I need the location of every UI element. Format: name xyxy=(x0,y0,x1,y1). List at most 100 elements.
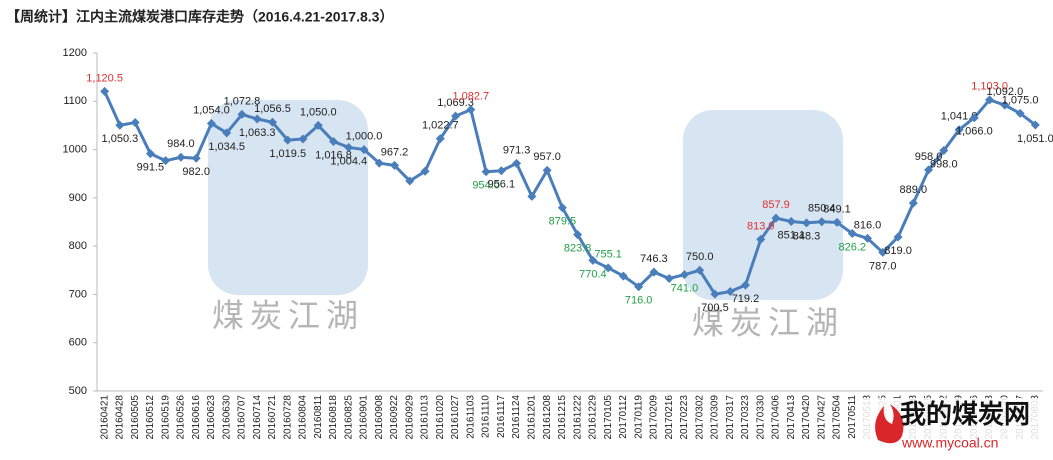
marker xyxy=(344,142,354,152)
marker xyxy=(420,166,430,176)
x-tick-label: 20160630 xyxy=(221,395,232,440)
marker xyxy=(908,198,918,208)
value-label: 716.0 xyxy=(625,295,653,307)
value-label: 879.5 xyxy=(549,216,577,228)
marker xyxy=(725,287,735,297)
x-tick-label: 20161215 xyxy=(557,395,568,440)
x-tick-label: 20160818 xyxy=(328,395,339,440)
value-label: 813.9 xyxy=(747,220,775,232)
value-label: 1,050.0 xyxy=(300,106,337,118)
x-tick-label: 20161103 xyxy=(465,395,476,439)
value-label: 857.9 xyxy=(762,199,790,211)
value-label: 1,022.7 xyxy=(422,120,459,132)
x-tick-label: 20161201 xyxy=(526,395,537,440)
x-tick-label: 20170427 xyxy=(816,395,827,440)
watermark-badge xyxy=(683,110,843,300)
value-label: 958.0 xyxy=(915,151,943,163)
marker xyxy=(176,152,186,162)
marker xyxy=(466,105,476,115)
value-label: 1,072.8 xyxy=(224,95,261,107)
x-tick-label: 20170317 xyxy=(725,395,736,440)
chart-title: 【周统计】江内主流煤炭港口库存走势（2016.4.21-2017.8.3） xyxy=(6,9,393,25)
marker xyxy=(283,135,293,145)
marker xyxy=(451,111,461,121)
value-label: 816.0 xyxy=(854,219,882,231)
marker xyxy=(298,134,308,144)
x-tick-label: 20160908 xyxy=(374,395,385,440)
value-label: 1,054.0 xyxy=(193,104,230,116)
marker xyxy=(863,233,873,243)
x-tick-label: 20170309 xyxy=(710,395,721,440)
value-label: 746.3 xyxy=(640,253,668,265)
marker xyxy=(329,136,338,146)
x-tick-label: 20170330 xyxy=(755,395,766,440)
x-tick-label: 20161020 xyxy=(435,395,446,440)
x-tick-label: 20161222 xyxy=(572,395,583,440)
value-label: 1,075.0 xyxy=(1002,94,1039,106)
value-label: 956.1 xyxy=(488,179,516,191)
x-tick-label: 20170112 xyxy=(618,395,629,439)
watermark-badge xyxy=(208,100,368,295)
x-tick-label: 20160714 xyxy=(252,395,263,440)
marker xyxy=(512,158,522,168)
value-label: 755.1 xyxy=(594,249,622,261)
x-tick-label: 20170511 xyxy=(847,395,858,439)
x-tick-label: 20160505 xyxy=(130,395,141,440)
marker xyxy=(359,145,369,155)
marker xyxy=(847,228,857,238)
x-tick-label: 20160825 xyxy=(343,395,354,440)
value-label: 1,066.0 xyxy=(956,126,993,138)
x-tick-label: 20160526 xyxy=(176,395,187,440)
marker xyxy=(390,160,400,170)
marker xyxy=(481,167,491,177)
marker xyxy=(405,176,415,186)
x-tick-label: 20160804 xyxy=(298,395,309,440)
x-tick-label: 20160428 xyxy=(115,395,126,440)
x-tick-label: 20160623 xyxy=(206,395,217,440)
value-label: 889.0 xyxy=(900,184,928,196)
x-tick-label: 20161013 xyxy=(420,395,431,440)
marker xyxy=(557,203,567,213)
marker xyxy=(649,267,659,277)
value-label: 851.1 xyxy=(777,229,805,241)
x-tick-label: 20170216 xyxy=(664,395,675,440)
x-tick-label: 20161124 xyxy=(511,395,522,439)
value-label: 967.2 xyxy=(381,146,409,158)
marker xyxy=(832,217,842,227)
logo-url: www.mycoal.cn xyxy=(901,435,998,451)
x-tick-label: 20160901 xyxy=(359,395,370,440)
y-tick-label: 500 xyxy=(69,385,87,397)
x-tick-label: 20161110 xyxy=(481,395,492,438)
y-tick-label: 900 xyxy=(69,192,87,204)
value-label: 826.2 xyxy=(839,241,867,253)
x-tick-label: 20160811 xyxy=(313,395,324,439)
value-label: 984.0 xyxy=(167,138,195,150)
value-label: 819.0 xyxy=(884,245,912,257)
value-label: 1,092.0 xyxy=(987,86,1024,98)
value-label: 750.0 xyxy=(686,251,714,263)
value-label: 741.0 xyxy=(671,283,699,295)
value-label: 1,063.3 xyxy=(239,127,276,139)
marker xyxy=(252,114,262,124)
value-label: 982.0 xyxy=(182,166,210,178)
logo-name: 我的煤炭网 xyxy=(900,399,1030,429)
value-label: 850.4 xyxy=(808,203,836,215)
y-tick-label: 1200 xyxy=(63,47,87,59)
value-label: 823.8 xyxy=(564,243,592,255)
marker xyxy=(802,218,811,228)
x-tick-label: 20160929 xyxy=(404,395,415,440)
value-label: 1,103.0 xyxy=(971,81,1008,93)
marker xyxy=(191,153,201,163)
marker xyxy=(954,125,964,135)
y-tick-label: 1100 xyxy=(63,95,87,107)
marker xyxy=(939,146,949,156)
x-tick-label: 20160707 xyxy=(237,395,248,440)
value-label: 1,120.5 xyxy=(86,72,123,84)
marker xyxy=(206,118,216,128)
x-tick-label: 20160616 xyxy=(191,395,202,440)
value-label: 849.1 xyxy=(823,203,851,215)
x-tick-label: 20170413 xyxy=(786,395,797,440)
value-label: 1,051.0 xyxy=(1017,133,1053,145)
marker xyxy=(222,128,232,138)
